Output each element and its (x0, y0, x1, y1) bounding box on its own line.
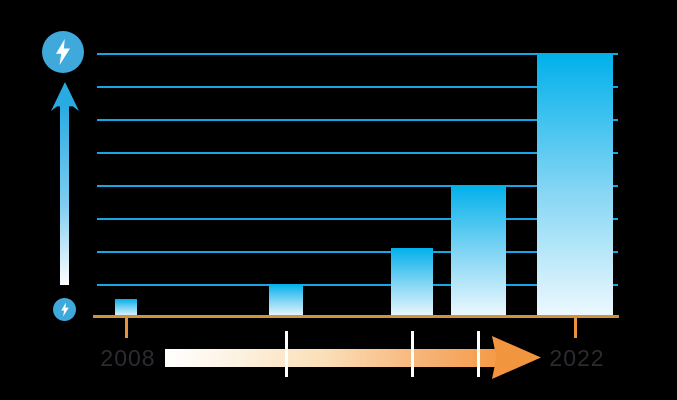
up-arrow-shaft (60, 106, 69, 285)
chart-bar (391, 247, 433, 317)
lightning-bolt-icon-large (42, 31, 84, 73)
lightning-bolt-icon-small (53, 298, 76, 321)
lightning-bolt-glyph (60, 302, 69, 317)
gridline (97, 284, 618, 286)
chart-bar (115, 298, 137, 317)
chart-bar (451, 185, 506, 317)
gridline (97, 86, 618, 88)
chart-bar (537, 53, 613, 317)
year-label-start: 2008 (100, 345, 156, 371)
gridline (97, 119, 618, 121)
chart-bar (269, 284, 303, 317)
gridline (97, 152, 618, 154)
timeline-tick (477, 331, 480, 377)
lightning-bolt-glyph (56, 38, 70, 66)
gridline (97, 53, 618, 55)
year-tick (124, 318, 128, 338)
gridline (97, 218, 618, 220)
gridline (97, 251, 618, 253)
year-tick (573, 318, 577, 338)
year-label-end: 2022 (549, 345, 605, 371)
timeline-arrow-head-icon (492, 336, 541, 379)
timeline-tick (410, 331, 414, 377)
timeline-arrow-body (165, 349, 497, 367)
x-axis-baseline (93, 315, 619, 318)
gridline (97, 185, 618, 187)
timeline-tick (284, 331, 288, 377)
